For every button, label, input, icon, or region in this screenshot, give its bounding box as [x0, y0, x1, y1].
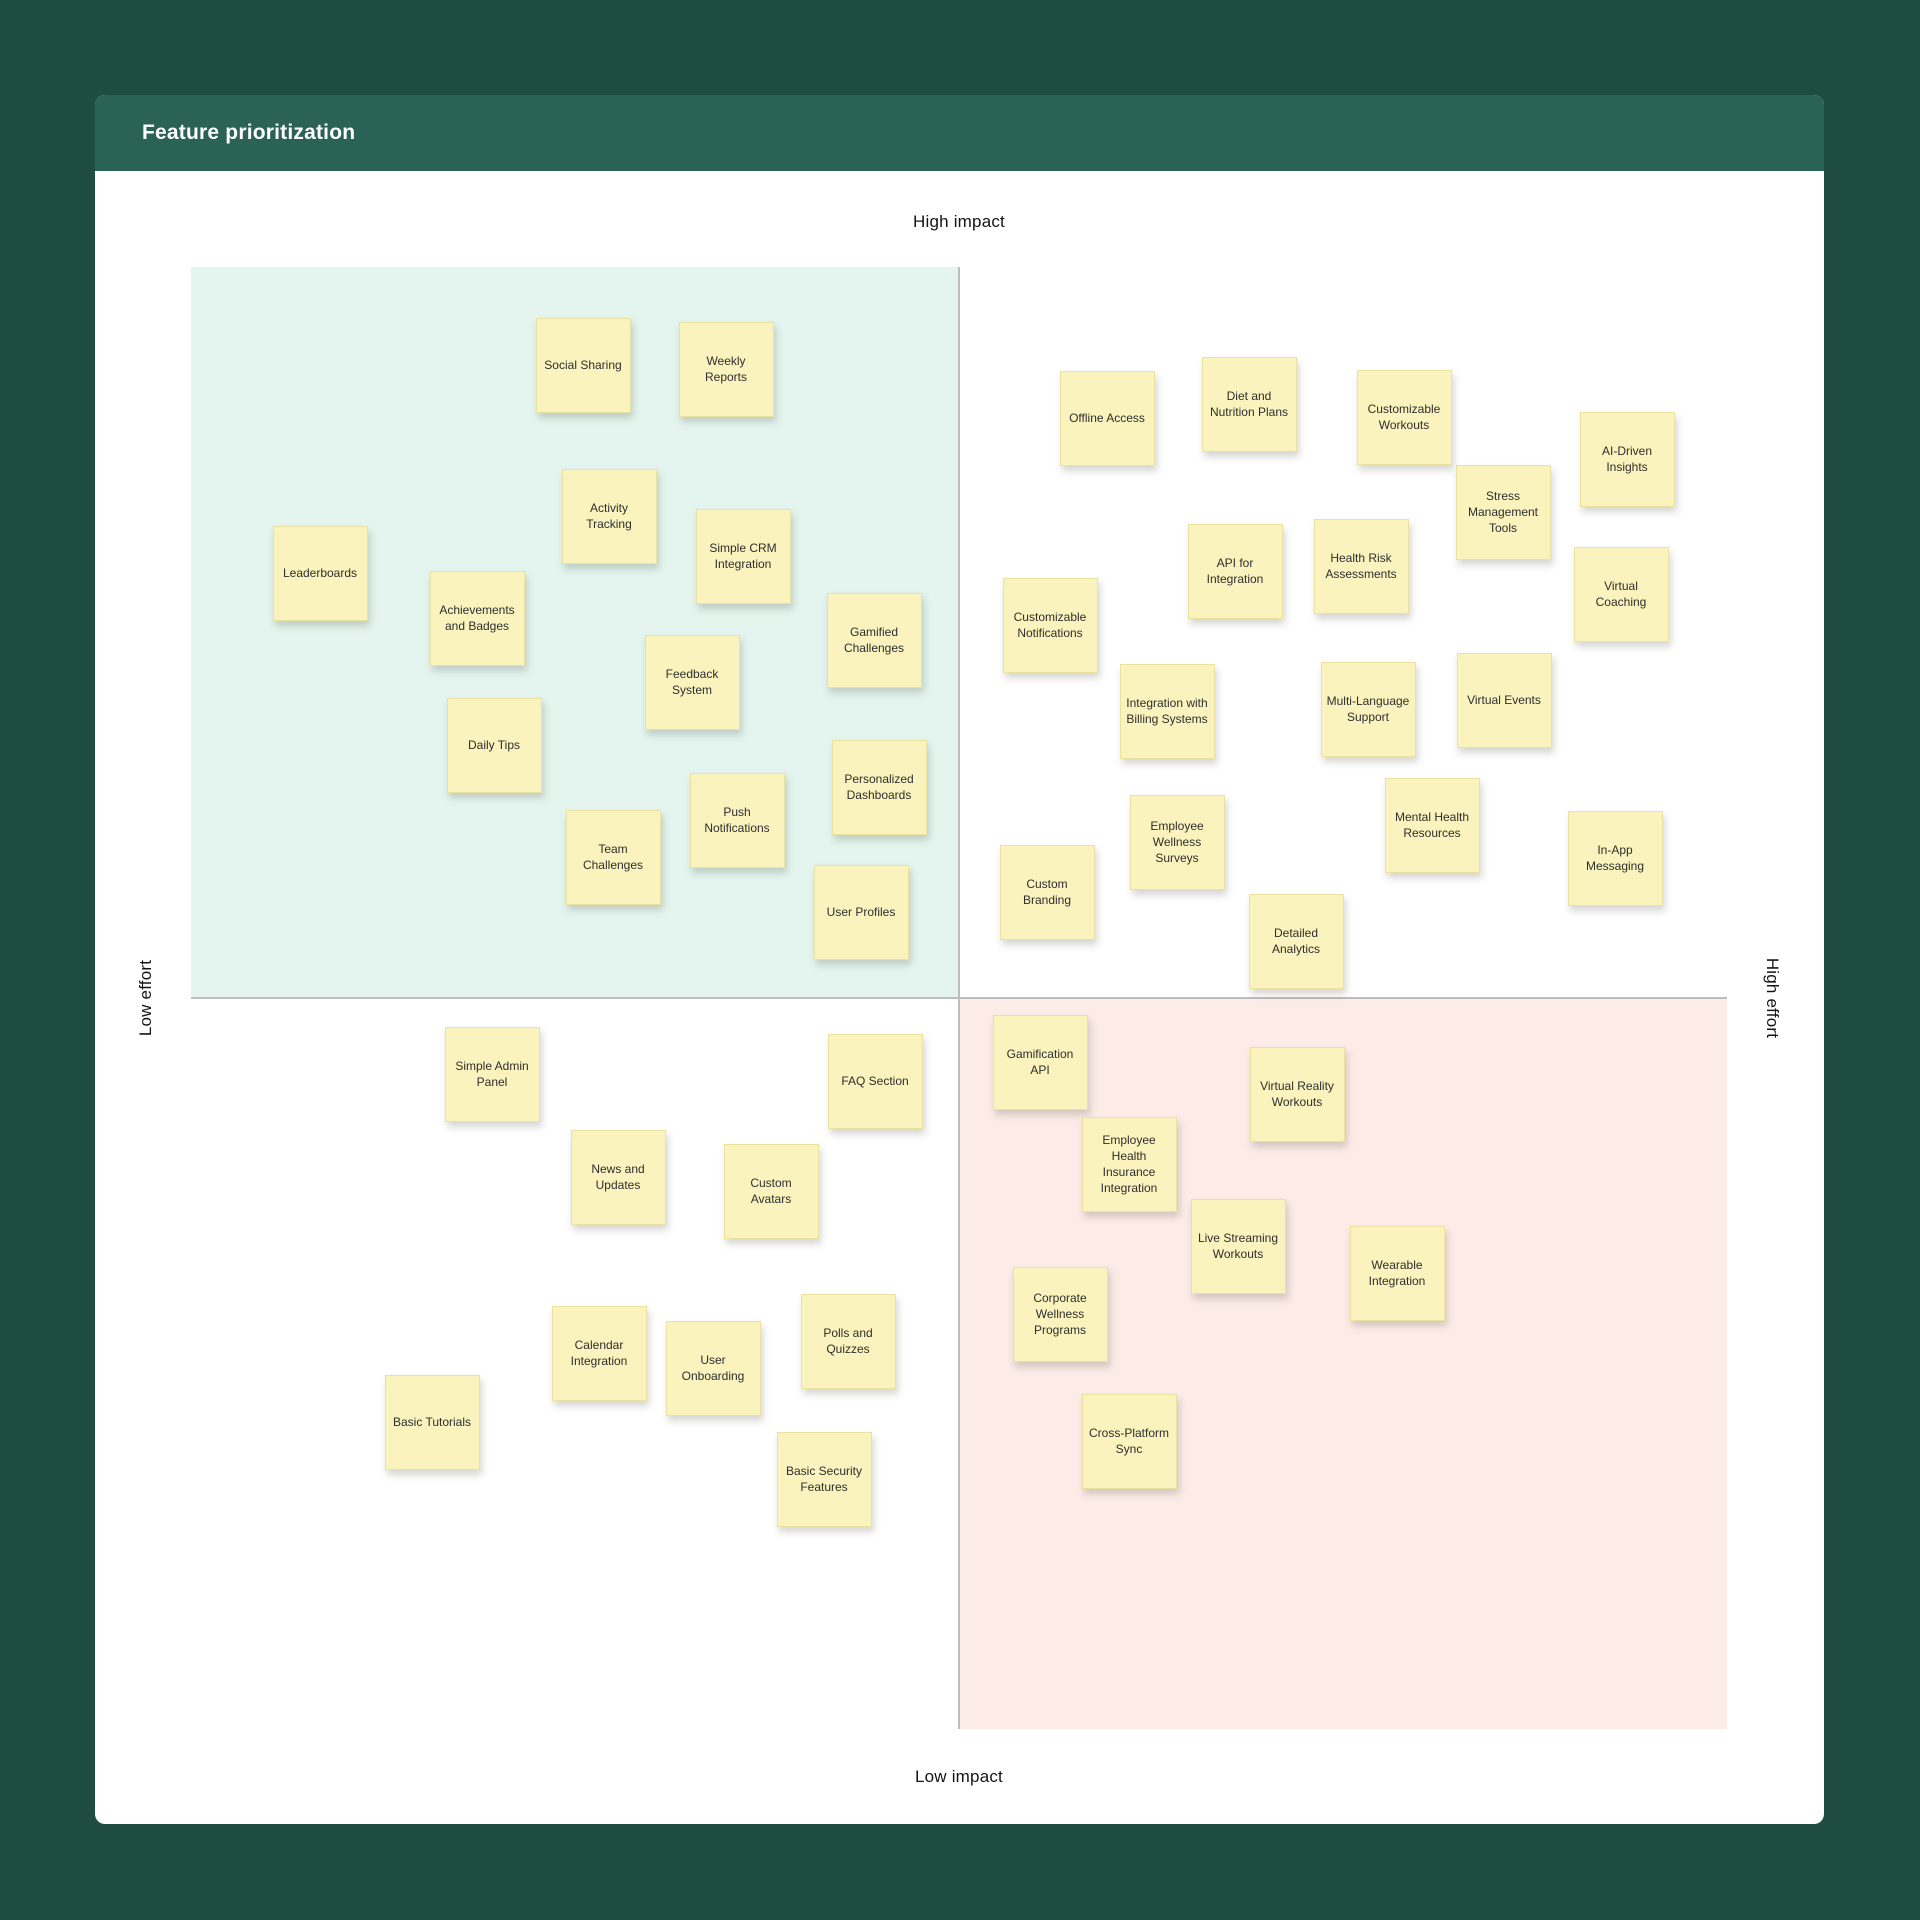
- sticky-note[interactable]: Gamified Challenges: [826, 592, 922, 688]
- sticky-note[interactable]: Basic Security Features: [776, 1431, 872, 1527]
- sticky-note-label: Mental Health Resources: [1394, 809, 1470, 840]
- sticky-note[interactable]: Detailed Analytics: [1248, 893, 1344, 989]
- sticky-note-label: Cross-Platform Sync: [1088, 1425, 1169, 1456]
- sticky-note[interactable]: API for Integration: [1187, 523, 1283, 619]
- sticky-note[interactable]: Calendar Integration: [551, 1305, 647, 1401]
- sticky-note[interactable]: In-App Messaging: [1567, 810, 1663, 906]
- sticky-note-label: Personalized Dashboards: [844, 771, 914, 802]
- sticky-note[interactable]: Push Notifications: [689, 772, 785, 868]
- sticky-note[interactable]: Employee Health Insurance Integration: [1081, 1116, 1177, 1212]
- sticky-note[interactable]: Customizable Notifications: [1002, 577, 1098, 673]
- sticky-note-label: Employee Wellness Surveys: [1150, 818, 1204, 866]
- sticky-note-label: Wearable Integration: [1368, 1257, 1426, 1288]
- sticky-note[interactable]: Achievements and Badges: [429, 570, 525, 666]
- sticky-note-label: Custom Avatars: [750, 1175, 792, 1206]
- sticky-note[interactable]: Leaderboards: [272, 525, 368, 621]
- sticky-note-label: Diet and Nutrition Plans: [1209, 388, 1289, 419]
- quadrant-divider-horizontal: [191, 997, 1727, 999]
- sticky-note-label: Simple Admin Panel: [455, 1058, 529, 1089]
- sticky-note[interactable]: User Profiles: [813, 864, 909, 960]
- sticky-note[interactable]: Corporate Wellness Programs: [1012, 1266, 1108, 1362]
- sticky-note-label: Polls and Quizzes: [823, 1325, 873, 1356]
- sticky-note[interactable]: Custom Avatars: [723, 1143, 819, 1239]
- sticky-note-label: Stress Management Tools: [1467, 488, 1539, 536]
- sticky-note[interactable]: Gamification API: [992, 1014, 1088, 1110]
- sticky-note[interactable]: Wearable Integration: [1349, 1225, 1445, 1321]
- sticky-note-label: Customizable Workouts: [1367, 401, 1441, 432]
- sticky-note[interactable]: Offline Access: [1059, 370, 1155, 466]
- sticky-note-label: Team Challenges: [582, 841, 644, 872]
- sticky-note[interactable]: Stress Management Tools: [1455, 464, 1551, 560]
- sticky-note-label: Basic Tutorials: [392, 1414, 472, 1429]
- sticky-note-label: Custom Branding: [1022, 876, 1072, 907]
- sticky-note[interactable]: Mental Health Resources: [1384, 777, 1480, 873]
- sticky-note-label: FAQ Section: [841, 1073, 909, 1088]
- sticky-note-label: User Profiles: [826, 904, 896, 919]
- sticky-note-label: Feedback System: [665, 666, 719, 697]
- sticky-note-label: User Onboarding: [681, 1352, 745, 1383]
- sticky-note-label: Live Streaming Workouts: [1197, 1230, 1279, 1261]
- sticky-note[interactable]: Multi-Language Support: [1320, 661, 1416, 757]
- sticky-note-label: Detailed Analytics: [1271, 925, 1321, 956]
- sticky-note-label: Customizable Notifications: [1013, 609, 1087, 640]
- sticky-note[interactable]: Weekly Reports: [678, 321, 774, 417]
- sticky-note-label: Daily Tips: [467, 737, 520, 752]
- sticky-note[interactable]: User Onboarding: [665, 1320, 761, 1416]
- sticky-note[interactable]: Customizable Workouts: [1356, 369, 1452, 465]
- sticky-note[interactable]: Social Sharing: [535, 317, 631, 413]
- sticky-note[interactable]: Daily Tips: [446, 697, 542, 793]
- sticky-note[interactable]: Cross-Platform Sync: [1081, 1393, 1177, 1489]
- sticky-note[interactable]: Integration with Billing Systems: [1119, 663, 1215, 759]
- sticky-note[interactable]: Custom Branding: [999, 844, 1095, 940]
- sticky-note[interactable]: Personalized Dashboards: [831, 739, 927, 835]
- sticky-note-label: Multi-Language Support: [1326, 693, 1410, 724]
- sticky-note[interactable]: AI-Driven Insights: [1579, 411, 1675, 507]
- sticky-note[interactable]: Feedback System: [644, 634, 740, 730]
- sticky-note[interactable]: News and Updates: [570, 1129, 666, 1225]
- sticky-note-label: In-App Messaging: [1585, 842, 1645, 873]
- sticky-note[interactable]: Team Challenges: [565, 809, 661, 905]
- sticky-note-label: Weekly Reports: [704, 353, 748, 384]
- sticky-note-label: Virtual Reality Workouts: [1260, 1078, 1334, 1109]
- sticky-note[interactable]: Virtual Reality Workouts: [1249, 1046, 1345, 1142]
- sticky-note-label: Achievements and Badges: [439, 602, 515, 633]
- board-header: Feature prioritization: [95, 95, 1824, 171]
- sticky-note-label: Employee Health Insurance Integration: [1100, 1132, 1158, 1196]
- sticky-note-label: Offline Access: [1069, 410, 1145, 425]
- sticky-note-label: News and Updates: [591, 1161, 645, 1192]
- sticky-note[interactable]: Virtual Events: [1456, 652, 1552, 748]
- sticky-note-label: Integration with Billing Systems: [1126, 695, 1208, 726]
- sticky-note[interactable]: Employee Wellness Surveys: [1129, 794, 1225, 890]
- sticky-note-label: API for Integration: [1206, 555, 1264, 586]
- axis-label-low-impact: Low impact: [915, 1767, 1003, 1786]
- sticky-note-label: Basic Security Features: [785, 1463, 863, 1494]
- sticky-note[interactable]: Activity Tracking: [561, 468, 657, 564]
- sticky-note[interactable]: Polls and Quizzes: [800, 1293, 896, 1389]
- sticky-note[interactable]: Virtual Coaching: [1573, 546, 1669, 642]
- sticky-note-label: AI-Driven Insights: [1601, 443, 1652, 474]
- sticky-note[interactable]: Basic Tutorials: [384, 1374, 480, 1470]
- sticky-note[interactable]: Simple CRM Integration: [695, 508, 791, 604]
- sticky-note[interactable]: Diet and Nutrition Plans: [1201, 356, 1297, 452]
- sticky-note-label: Social Sharing: [544, 357, 622, 372]
- sticky-note-label: Gamification API: [1006, 1046, 1074, 1077]
- sticky-note-label: Corporate Wellness Programs: [1033, 1290, 1087, 1338]
- sticky-note-label: Leaderboards: [282, 565, 358, 580]
- sticky-note-label: Gamified Challenges: [843, 624, 905, 655]
- axis-label-high-impact: High impact: [913, 212, 1005, 231]
- sticky-note-label: Health Risk Assessments: [1325, 550, 1397, 581]
- sticky-note-label: Activity Tracking: [586, 500, 632, 531]
- sticky-note-label: Calendar Integration: [570, 1337, 628, 1368]
- sticky-note[interactable]: Simple Admin Panel: [444, 1026, 540, 1122]
- sticky-note[interactable]: Live Streaming Workouts: [1190, 1198, 1286, 1294]
- sticky-note[interactable]: FAQ Section: [827, 1033, 923, 1129]
- sticky-note-label: Push Notifications: [704, 804, 770, 835]
- sticky-note-label: Virtual Coaching: [1595, 578, 1647, 609]
- sticky-note[interactable]: Health Risk Assessments: [1313, 518, 1409, 614]
- sticky-note-label: Simple CRM Integration: [709, 540, 777, 571]
- sticky-note-label: Virtual Events: [1467, 692, 1541, 707]
- board-title: Feature prioritization: [142, 121, 356, 144]
